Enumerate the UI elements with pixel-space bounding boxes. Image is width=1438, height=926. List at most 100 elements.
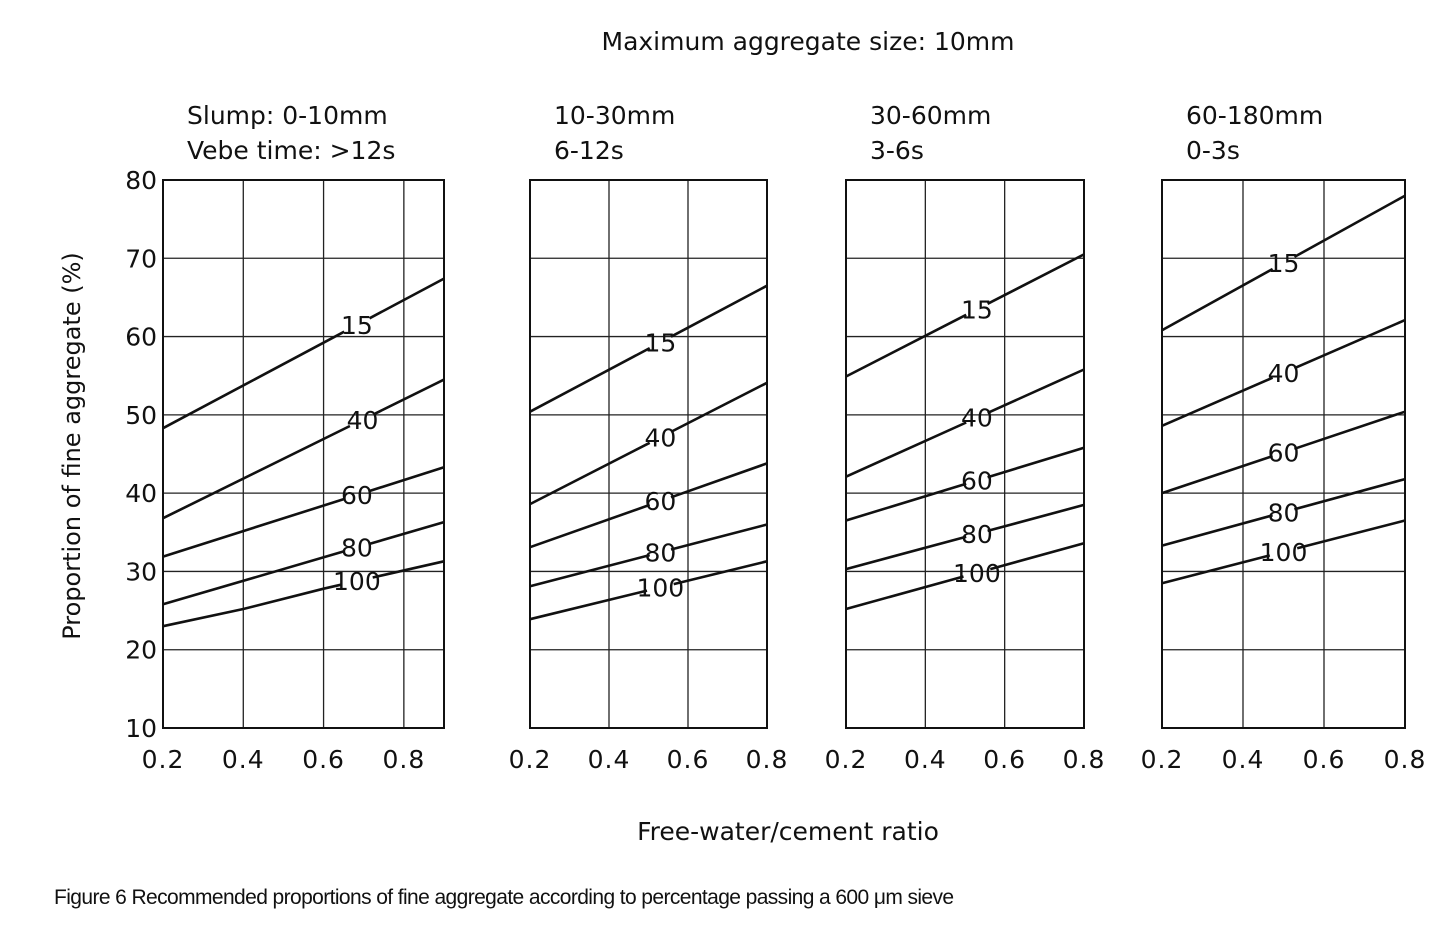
series-line-15 bbox=[368, 277, 445, 320]
y-tick-label: 70 bbox=[125, 244, 157, 273]
x-tick-label: 0.4 bbox=[588, 745, 631, 774]
series-label-40: 40 bbox=[644, 423, 676, 452]
series-line-15 bbox=[987, 253, 1085, 305]
series-line-40 bbox=[845, 421, 967, 478]
y-tick-label: 30 bbox=[125, 557, 157, 586]
series-label-40: 40 bbox=[347, 406, 379, 435]
series-label-60: 60 bbox=[1268, 438, 1300, 467]
series-line-60 bbox=[529, 503, 651, 549]
series-line-100 bbox=[162, 583, 342, 628]
series-label-80: 80 bbox=[1268, 498, 1300, 527]
chart-panel-3: 30-60mm 3-6s 0.2 0.4 0.6 0.8 15 40 60 80 100 bbox=[825, 101, 1106, 774]
series-line-15 bbox=[162, 330, 345, 430]
series-line-60 bbox=[670, 462, 768, 499]
series-line-80 bbox=[670, 523, 768, 551]
y-tick-label: 50 bbox=[125, 401, 157, 430]
y-axis-label: Proportion of fine aggregate (%) bbox=[58, 252, 86, 640]
panel-header-line2: 3-6s bbox=[870, 136, 924, 165]
x-tick-label: 0.6 bbox=[667, 745, 710, 774]
series-label-80: 80 bbox=[341, 534, 373, 563]
chart-panel-2: 10-30mm 6-12s 0.2 0.4 0.6 0.8 15 40 60 80 100 bbox=[509, 101, 789, 774]
series-line-80 bbox=[162, 550, 345, 606]
x-tick-label: 0.8 bbox=[1063, 745, 1106, 774]
x-tick-label: 0.2 bbox=[1141, 745, 1184, 774]
series-line-80 bbox=[1161, 514, 1273, 547]
series-line-15 bbox=[845, 313, 967, 378]
series-line-40 bbox=[670, 381, 768, 434]
series-label-60: 60 bbox=[341, 481, 373, 510]
series-label-15: 15 bbox=[644, 328, 676, 357]
panel-header-line2: 0-3s bbox=[1186, 136, 1240, 165]
series-line-40 bbox=[1293, 318, 1406, 370]
series-line-60 bbox=[1161, 454, 1274, 495]
series-line-80 bbox=[987, 503, 1085, 533]
series-label-40: 40 bbox=[1268, 359, 1300, 388]
x-tick-label: 0.2 bbox=[142, 745, 185, 774]
series-line-60 bbox=[1293, 410, 1406, 451]
panel-header-line2: Vebe time: >12s bbox=[187, 136, 395, 165]
series-label-60: 60 bbox=[644, 487, 676, 516]
series-line-100 bbox=[673, 560, 768, 586]
x-tick-label: 0.2 bbox=[825, 745, 868, 774]
chart-panel-4: 60-180mm 0-3s 0.2 0.4 0.6 0.8 15 40 60 80 100 bbox=[1141, 101, 1427, 774]
x-axis-label: Free-water/cement ratio bbox=[637, 817, 939, 846]
x-tick-label: 0.6 bbox=[983, 745, 1026, 774]
y-tick-label: 60 bbox=[125, 323, 157, 352]
series-line-40 bbox=[987, 368, 1085, 415]
plot-frame bbox=[162, 179, 445, 729]
series-line-100 bbox=[529, 589, 648, 621]
x-tick-label: 0.6 bbox=[1303, 745, 1346, 774]
series-line-60 bbox=[162, 497, 345, 558]
series-line-60 bbox=[987, 446, 1085, 479]
series-line-40 bbox=[162, 424, 351, 520]
panel-header-line1: Slump: 0-10mm bbox=[187, 101, 388, 130]
series-line-80 bbox=[1294, 477, 1406, 511]
figure-title: Maximum aggregate size: 10mm bbox=[602, 27, 1015, 56]
plot-frame bbox=[845, 179, 1085, 729]
x-tick-label: 0.4 bbox=[1222, 745, 1265, 774]
y-tick-label: 40 bbox=[125, 479, 157, 508]
chart-panels: Slump: 0-10mm Vebe time: >12s 0.2 0.4 0.6 0.8… bbox=[125, 101, 1427, 774]
x-tick-label: 0.8 bbox=[1384, 745, 1427, 774]
figure-caption: Figure 6 Recommended proportions of fine… bbox=[54, 886, 954, 909]
plot-frame bbox=[529, 179, 768, 729]
series-label-100: 100 bbox=[1260, 538, 1308, 567]
series-label-40: 40 bbox=[961, 404, 993, 433]
series-line-15 bbox=[1161, 267, 1274, 332]
series-line-40 bbox=[1161, 376, 1274, 427]
x-tick-label: 0.6 bbox=[302, 745, 345, 774]
panel-header-line1: 10-30mm bbox=[554, 101, 675, 130]
series-line-80 bbox=[845, 535, 967, 571]
plot-frame bbox=[1161, 179, 1406, 729]
series-label-15: 15 bbox=[341, 311, 373, 340]
x-tick-label: 0.8 bbox=[382, 745, 425, 774]
series-label-100: 100 bbox=[636, 573, 684, 602]
x-tick-label: 0.4 bbox=[904, 745, 947, 774]
panel-header-line2: 6-12s bbox=[554, 136, 624, 165]
series-line-100 bbox=[989, 541, 1085, 571]
series-line-60 bbox=[369, 466, 445, 493]
series-label-15: 15 bbox=[961, 295, 993, 324]
series-line-100 bbox=[845, 575, 964, 611]
series-line-15 bbox=[1293, 194, 1406, 259]
series-line-100 bbox=[1296, 519, 1406, 550]
series-line-80 bbox=[369, 520, 445, 546]
y-tick-label: 10 bbox=[125, 714, 157, 743]
series-line-100 bbox=[1161, 554, 1271, 585]
series-label-60: 60 bbox=[961, 466, 993, 495]
y-tick-label: 20 bbox=[125, 636, 157, 665]
series-line-80 bbox=[529, 553, 651, 588]
series-label-15: 15 bbox=[1268, 249, 1300, 278]
series-line-15 bbox=[670, 284, 768, 338]
panel-header-line1: 60-180mm bbox=[1186, 101, 1323, 130]
x-tick-label: 0.2 bbox=[509, 745, 552, 774]
y-tick-label: 80 bbox=[125, 166, 157, 195]
chart-panel-1: Slump: 0-10mm Vebe time: >12s 0.2 0.4 0.6 0.8… bbox=[125, 101, 445, 774]
series-label-100: 100 bbox=[333, 567, 381, 596]
panel-header-line1: 30-60mm bbox=[870, 101, 991, 130]
x-tick-label: 0.8 bbox=[746, 745, 789, 774]
series-label-80: 80 bbox=[961, 520, 993, 549]
series-label-100: 100 bbox=[953, 559, 1001, 588]
x-tick-label: 0.4 bbox=[222, 745, 265, 774]
